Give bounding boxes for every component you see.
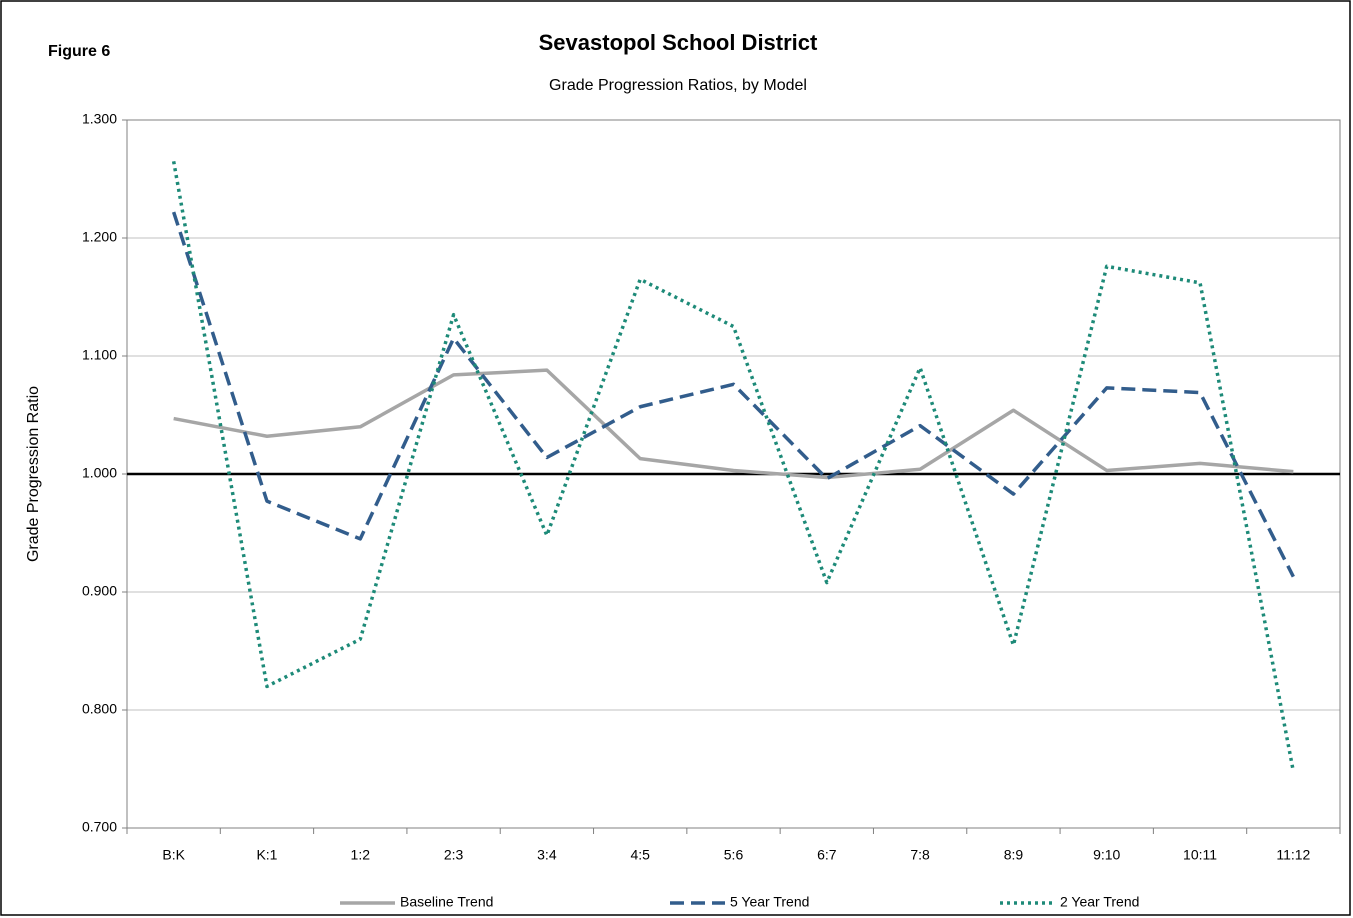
y-tick-label: 1.000 [82,465,117,481]
y-tick-label: 0.700 [82,819,117,835]
y-tick-label: 1.200 [82,229,117,245]
x-tick-label: 8:9 [1004,847,1024,863]
x-tick-label: 11:12 [1276,847,1310,863]
legend-label: Baseline Trend [400,894,493,910]
x-tick-label: 4:5 [630,847,650,863]
y-tick-label: 0.800 [82,701,117,717]
x-tick-label: K:1 [256,847,277,863]
y-axis-label: Grade Progression Ratio [25,386,42,562]
x-tick-label: 1:2 [351,847,371,863]
series-line [173,368,1294,480]
chart-title: Sevastopol School District [539,30,818,55]
legend-label: 2 Year Trend [1060,894,1139,910]
y-tick-label: 0.900 [82,583,117,599]
chart-subtitle: Grade Progression Ratios, by Model [549,77,807,94]
x-tick-label: 3:4 [537,847,557,863]
series-line [171,160,1296,772]
x-tick-label: 5:6 [724,847,744,863]
x-tick-label: 10:11 [1183,847,1217,863]
x-tick-label: B:K [162,847,185,863]
y-tick-label: 1.300 [82,111,117,127]
series-line [171,211,1295,578]
x-tick-label: 2:3 [444,847,464,863]
legend-label: 5 Year Trend [730,894,809,910]
figure-label: Figure 6 [48,43,110,60]
y-tick-label: 1.100 [82,347,117,363]
x-tick-label: 7:8 [910,847,930,863]
x-tick-label: 6:7 [817,847,837,863]
x-tick-label: 9:10 [1093,847,1120,863]
